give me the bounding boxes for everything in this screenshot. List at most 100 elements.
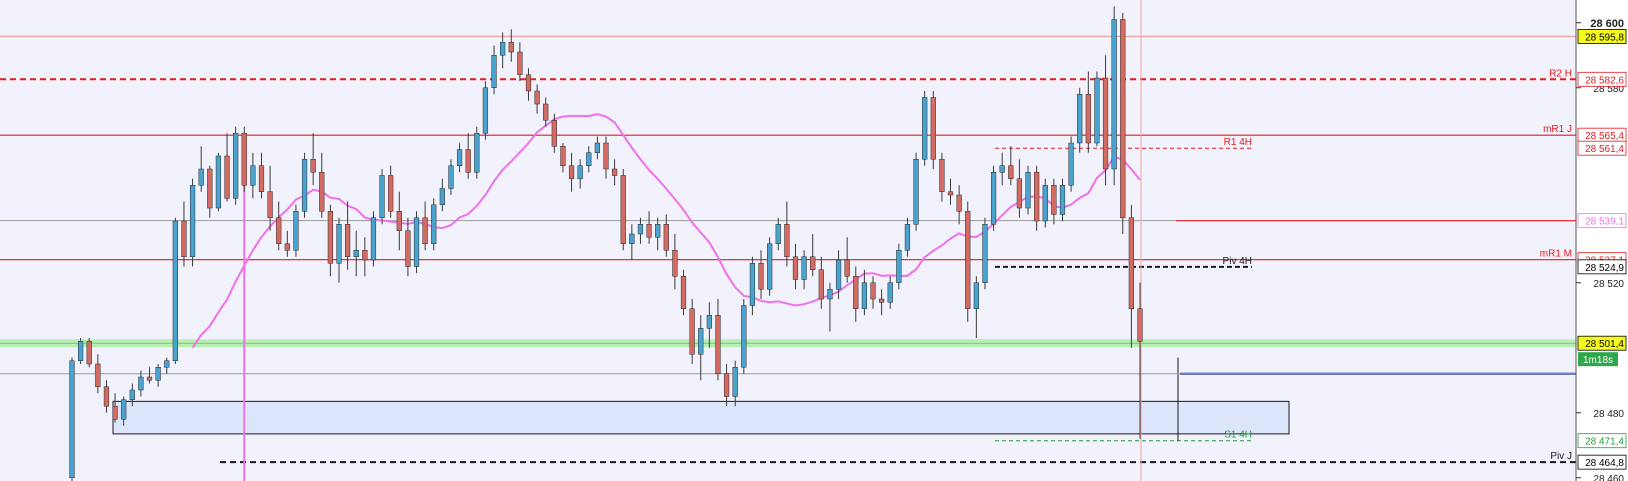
candle <box>939 152 945 202</box>
candle <box>491 45 497 95</box>
bull-candle-body <box>655 224 661 238</box>
bull-candle-body <box>749 263 756 306</box>
candle <box>672 234 678 290</box>
bull-candle-body <box>1077 94 1083 144</box>
candle <box>1068 136 1074 192</box>
bull-candle-body <box>1025 172 1031 209</box>
moving-average <box>191 113 1141 481</box>
candle <box>370 211 377 267</box>
bull-candle-body <box>594 142 601 153</box>
bear-candle-body <box>1016 178 1023 209</box>
candle <box>86 338 92 368</box>
candle <box>172 217 178 364</box>
candle <box>215 152 222 212</box>
candle <box>233 126 239 205</box>
bull-candle-body <box>801 256 807 280</box>
current-price-badge-box <box>1577 335 1627 351</box>
bear-candle-body <box>810 256 816 270</box>
bear-candle-body <box>362 250 368 261</box>
candle <box>568 152 575 192</box>
candle <box>534 84 540 114</box>
candle <box>1120 13 1126 234</box>
candle <box>982 217 988 290</box>
candle <box>904 217 911 257</box>
candle <box>594 136 601 160</box>
bear-candle-body <box>267 191 273 218</box>
bear-candle-body <box>146 376 153 381</box>
support-zone-box <box>112 400 1290 435</box>
bull-candle-body <box>741 305 747 368</box>
candle <box>129 383 135 407</box>
candle <box>1128 204 1135 348</box>
candle <box>930 91 936 169</box>
candle <box>767 237 773 296</box>
bear-candle-body <box>534 90 540 105</box>
bull-candle-body <box>861 282 868 309</box>
candle <box>207 165 213 218</box>
bull-candle-body <box>250 165 256 186</box>
candle <box>422 201 428 251</box>
candle <box>853 266 859 322</box>
candle <box>336 217 342 283</box>
mr1-j-badge-text: 28 565,4 <box>1585 131 1624 142</box>
candle <box>301 152 308 218</box>
candle <box>405 217 411 277</box>
candle <box>741 299 747 374</box>
bull-candle-body <box>775 224 781 244</box>
bull-candle-body <box>491 55 497 88</box>
bull-candle-body <box>172 220 178 361</box>
candle <box>1008 146 1014 186</box>
bear-candle-body <box>525 74 532 92</box>
candle <box>293 204 299 257</box>
bear-candle-body <box>853 276 859 309</box>
current-price-badge: 28 501,4 <box>1577 335 1627 351</box>
candle <box>1111 6 1117 186</box>
candle <box>413 211 420 273</box>
candle <box>456 143 463 173</box>
candle <box>1051 178 1057 225</box>
candle <box>500 32 506 69</box>
candle <box>861 269 868 316</box>
bear-candle-body <box>1137 308 1143 342</box>
bull-candle-body <box>155 367 161 381</box>
bull-candle-body <box>413 217 420 267</box>
bear-candle-body <box>818 269 824 300</box>
bear-candle-body <box>723 373 730 397</box>
top-line-badge-text: 28 595,8 <box>1585 32 1624 43</box>
bear-candle-body <box>86 341 92 365</box>
bear-candle-body <box>284 243 290 251</box>
bull-candle-body <box>973 282 979 309</box>
candle <box>870 276 876 309</box>
bull-candle-body <box>69 360 75 478</box>
bear-candle-body <box>878 298 885 303</box>
candle <box>69 357 75 481</box>
r1-4h-badge: 28 561,4 <box>1577 140 1627 156</box>
candle <box>164 357 170 374</box>
bear-candle-body <box>939 159 945 192</box>
level-labels: R2 H mR1 J R1 4H mR1 M Piv 4H S1 4H Piv J <box>1223 68 1572 462</box>
candle <box>965 201 971 322</box>
bull-candle-body <box>293 211 299 251</box>
bull-candle-body <box>233 133 239 199</box>
candle <box>990 165 997 231</box>
candle <box>525 68 532 101</box>
support-zone <box>112 400 1290 435</box>
candle <box>1102 55 1109 186</box>
candle <box>577 159 583 189</box>
bear-candle-body <box>620 175 626 244</box>
y-tick-label: 28 600 <box>1590 18 1624 30</box>
s1-4h-badge: 28 471,4 <box>1577 433 1627 449</box>
bear-candle-body <box>327 211 334 264</box>
bear-candle-body <box>672 250 678 277</box>
candle <box>379 169 385 225</box>
candle <box>103 380 110 413</box>
candle <box>276 201 282 251</box>
bull-candle-body <box>922 97 928 160</box>
candle <box>603 136 609 179</box>
candle <box>611 159 618 186</box>
bull-candle-body <box>827 289 833 300</box>
ma-level-badge-text: 28 539,1 <box>1585 217 1624 228</box>
bull-candle-body <box>439 188 445 205</box>
y-tick-label: 28 460 <box>1593 474 1624 481</box>
bear-candle-body <box>689 308 695 355</box>
